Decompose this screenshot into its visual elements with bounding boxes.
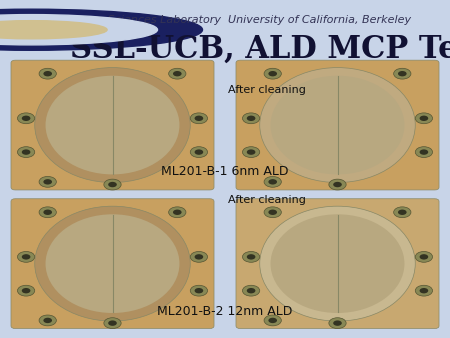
Ellipse shape	[45, 214, 180, 313]
Circle shape	[18, 113, 35, 124]
Circle shape	[264, 68, 281, 79]
FancyBboxPatch shape	[11, 60, 214, 190]
FancyBboxPatch shape	[11, 199, 214, 329]
Circle shape	[243, 251, 260, 262]
Circle shape	[169, 207, 186, 218]
Circle shape	[0, 21, 107, 39]
Circle shape	[247, 288, 256, 293]
Circle shape	[394, 68, 411, 79]
Ellipse shape	[35, 206, 190, 321]
Circle shape	[108, 182, 117, 187]
Circle shape	[419, 254, 428, 260]
Ellipse shape	[260, 68, 415, 183]
Circle shape	[43, 71, 52, 76]
Circle shape	[268, 318, 277, 323]
Circle shape	[190, 251, 207, 262]
Circle shape	[18, 251, 35, 262]
Ellipse shape	[270, 76, 405, 174]
Circle shape	[43, 210, 52, 215]
Circle shape	[268, 71, 277, 76]
Circle shape	[415, 251, 432, 262]
Circle shape	[39, 68, 56, 79]
Ellipse shape	[35, 68, 190, 183]
Circle shape	[333, 320, 342, 326]
Circle shape	[398, 71, 407, 76]
Ellipse shape	[260, 206, 415, 321]
Ellipse shape	[270, 214, 405, 313]
Circle shape	[194, 116, 203, 121]
Circle shape	[18, 285, 35, 296]
Circle shape	[415, 285, 432, 296]
Circle shape	[18, 147, 35, 158]
Circle shape	[43, 179, 52, 185]
FancyBboxPatch shape	[236, 199, 439, 329]
Circle shape	[268, 179, 277, 185]
Circle shape	[39, 176, 56, 187]
Circle shape	[415, 113, 432, 124]
Ellipse shape	[45, 76, 180, 174]
Circle shape	[190, 113, 207, 124]
Circle shape	[419, 116, 428, 121]
Circle shape	[104, 179, 121, 190]
Circle shape	[329, 318, 346, 329]
Circle shape	[43, 318, 52, 323]
Circle shape	[194, 288, 203, 293]
Circle shape	[333, 182, 342, 187]
Circle shape	[0, 15, 158, 45]
Circle shape	[264, 315, 281, 326]
Circle shape	[104, 318, 121, 329]
Text: Space Sciences Laboratory  University of California, Berkeley: Space Sciences Laboratory University of …	[70, 15, 411, 25]
Circle shape	[329, 179, 346, 190]
Circle shape	[264, 176, 281, 187]
Circle shape	[268, 210, 277, 215]
Circle shape	[0, 9, 202, 50]
Circle shape	[247, 254, 256, 260]
Circle shape	[22, 149, 31, 155]
Circle shape	[243, 113, 260, 124]
Text: SSL-UCB, ALD MCP Test Progress: SSL-UCB, ALD MCP Test Progress	[70, 33, 450, 65]
Text: After cleaning: After cleaning	[228, 85, 306, 95]
Circle shape	[247, 116, 256, 121]
Circle shape	[173, 71, 182, 76]
Circle shape	[398, 210, 407, 215]
FancyBboxPatch shape	[236, 60, 439, 190]
Circle shape	[173, 210, 182, 215]
Circle shape	[419, 288, 428, 293]
Circle shape	[194, 254, 203, 260]
Text: After cleaning: After cleaning	[228, 195, 306, 205]
Circle shape	[194, 149, 203, 155]
Circle shape	[264, 207, 281, 218]
Circle shape	[190, 147, 207, 158]
Circle shape	[394, 207, 411, 218]
Circle shape	[243, 285, 260, 296]
Circle shape	[415, 147, 432, 158]
Circle shape	[39, 207, 56, 218]
Circle shape	[22, 254, 31, 260]
Circle shape	[39, 315, 56, 326]
Circle shape	[243, 147, 260, 158]
Circle shape	[419, 149, 428, 155]
Circle shape	[190, 285, 207, 296]
Text: ML201-B-1 6nm ALD: ML201-B-1 6nm ALD	[161, 165, 289, 178]
Circle shape	[247, 149, 256, 155]
Circle shape	[108, 320, 117, 326]
Circle shape	[22, 116, 31, 121]
Circle shape	[169, 68, 186, 79]
Text: ML201-B-2 12nm ALD: ML201-B-2 12nm ALD	[158, 305, 292, 318]
Circle shape	[22, 288, 31, 293]
